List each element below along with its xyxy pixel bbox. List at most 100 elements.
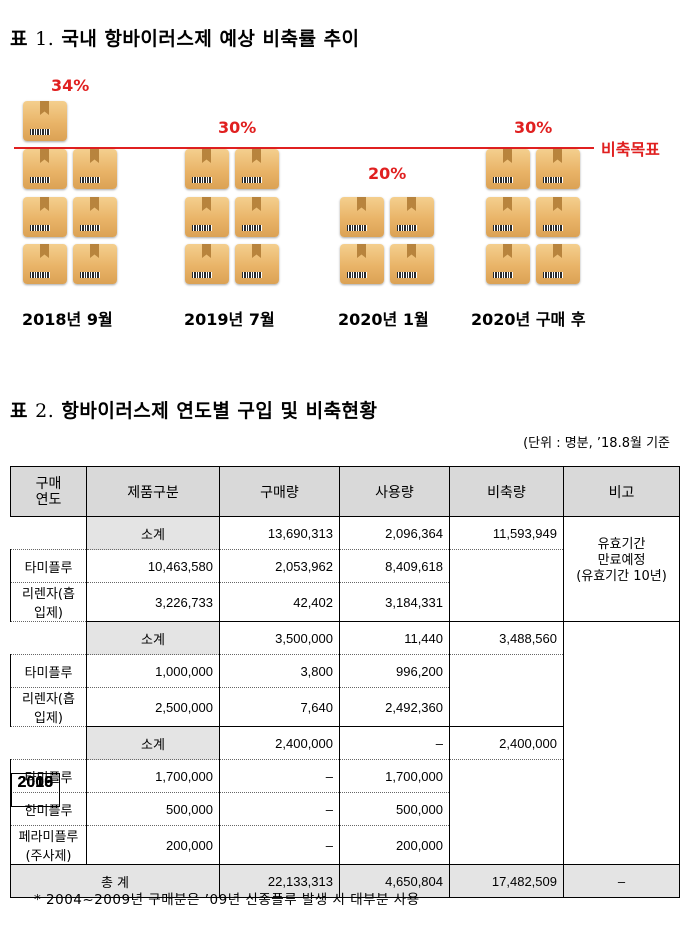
box-icon [185,244,229,284]
percent-label-2020-jan: 20% [368,164,407,183]
box-icon [23,101,67,141]
product-cell: 리렌자(흡입제) [10,687,87,727]
box-icon [235,197,279,237]
header-note: 비고 [563,466,680,517]
product-cell: 리렌자(흡입제) [10,582,87,622]
title-prefix: 표 [10,28,28,50]
product-cell: 소계 [86,621,220,655]
box-icon [73,149,117,189]
purchase-cell: 2,500,000 [86,687,220,727]
purchase-cell: 200,000 [86,825,220,865]
table-row: 타미플루 1,700,000 – 1,700,000 [10,759,680,793]
table-row: 2015 소계 3,500,000 11,440 3,488,560 [10,621,680,865]
year-label-2019: 2019년 7월 [184,310,275,329]
box-icon [235,244,279,284]
target-line [14,147,594,149]
header-product: 제품구분 [86,466,220,517]
table-row: 2009 소계 13,690,313 2,096,364 11,593,949 … [10,516,680,807]
purchase-cell: 3,500,000 [219,621,340,655]
usage-cell: – [219,792,340,826]
box-icon [73,244,117,284]
product-cell: 타미플루 [10,759,87,793]
table-row: 리렌자(흡입제) 2,500,000 7,640 2,492,360 [10,687,680,727]
stock-cell: 996,200 [339,654,450,688]
header-purchase: 구매량 [219,466,340,517]
stock-cell: 2,400,000 [449,726,564,760]
box-icon [185,149,229,189]
product-cell: 페라미플루(주사제) [10,825,87,865]
usage-cell: – [219,825,340,865]
percent-label-2018: 34% [51,76,90,95]
unit-note: (단위 : 명분, ’18.8월 기준 [523,436,670,451]
table-row: 리렌자(흡입제) 3,226,733 42,402 3,184,331 [10,582,680,622]
box-icon [23,244,67,284]
usage-cell: 42,402 [219,582,340,622]
total-row: 총 계 22,133,313 4,650,804 17,482,509 – [10,864,680,898]
percent-label-2019: 30% [218,118,257,137]
product-cell: 소계 [86,726,220,760]
box-icon [340,197,384,237]
usage-cell: 2,053,962 [219,549,340,583]
purchase-cell: 13,690,313 [219,516,340,550]
year-label-2018: 2018년 9월 [22,310,113,329]
purchase-cell: 10,463,580 [86,549,220,583]
table-row: 타미플루 1,000,000 3,800 996,200 [10,654,680,688]
header-usage: 사용량 [339,466,450,517]
table-title: 표 2. 항바이러스제 연도별 구입 및 비축현황 [10,396,378,423]
box-icon [536,244,580,284]
title-text: 항바이러스제 연도별 구입 및 비축현황 [61,400,378,422]
target-label: 비축목표 [601,140,660,159]
total-label: 총 계 [10,864,220,898]
usage-cell: 2,096,364 [339,516,450,550]
box-icon [486,197,530,237]
product-cell: 소계 [86,516,220,550]
box-icon [486,244,530,284]
usage-cell: 3,800 [219,654,340,688]
box-icon [486,149,530,189]
stock-cell: 8,409,618 [339,549,450,583]
usage-cell: – [339,726,450,760]
table-row: 페라미플루(주사제) 200,000 – 200,000 [10,825,680,865]
purchase-cell: 1,700,000 [86,759,220,793]
stock-cell: 1,700,000 [339,759,450,793]
box-icon [235,149,279,189]
total-stock: 17,482,509 [449,864,564,898]
title-text: 국내 항바이러스제 예상 비축률 추이 [61,28,360,50]
purchase-cell: 1,000,000 [86,654,220,688]
table-row: 2016 소계 2,400,000 – 2,400,000 [10,726,680,807]
note-cell: 유효기간 만료예정 (유효기간 10년) [563,516,680,622]
stockpile-table: 구매 연도 제품구분 구매량 사용량 비축량 비고 2009 소계 13,690… [10,466,680,898]
box-icon [73,197,117,237]
stock-cell: 3,488,560 [449,621,564,655]
box-icon [185,197,229,237]
total-note: – [563,864,680,898]
stock-cell: 2,492,360 [339,687,450,727]
title-number: 1. [35,28,55,50]
total-usage: 4,650,804 [339,864,450,898]
box-icon [390,244,434,284]
box-icon [23,149,67,189]
year-label-2020-after: 2020년 구매 후 [471,310,586,329]
header-year: 구매 연도 [10,466,87,517]
usage-cell: – [219,759,340,793]
box-icon [390,197,434,237]
purchase-cell: 3,226,733 [86,582,220,622]
stock-cell: 3,184,331 [339,582,450,622]
percent-label-2020-after: 30% [514,118,553,137]
product-cell: 타미플루 [10,654,87,688]
product-cell: 타미플루 [10,549,87,583]
product-cell: 한미플루 [10,792,87,826]
usage-cell: 11,440 [339,621,450,655]
purchase-cell: 2,400,000 [219,726,340,760]
year-cell: 2016 [10,772,61,807]
box-icon [536,149,580,189]
box-icon [340,244,384,284]
stock-cell: 500,000 [339,792,450,826]
year-label-2020-jan: 2020년 1월 [338,310,429,329]
table-row: 한미플루 500,000 – 500,000 [10,792,680,826]
footnote: * 2004~2009년 구매분은 ’09년 신종플루 발생 시 대부분 사용 [34,892,420,908]
box-icon [536,197,580,237]
stock-cell: 200,000 [339,825,450,865]
note-cell-empty [563,621,680,865]
stock-cell: 11,593,949 [449,516,564,550]
